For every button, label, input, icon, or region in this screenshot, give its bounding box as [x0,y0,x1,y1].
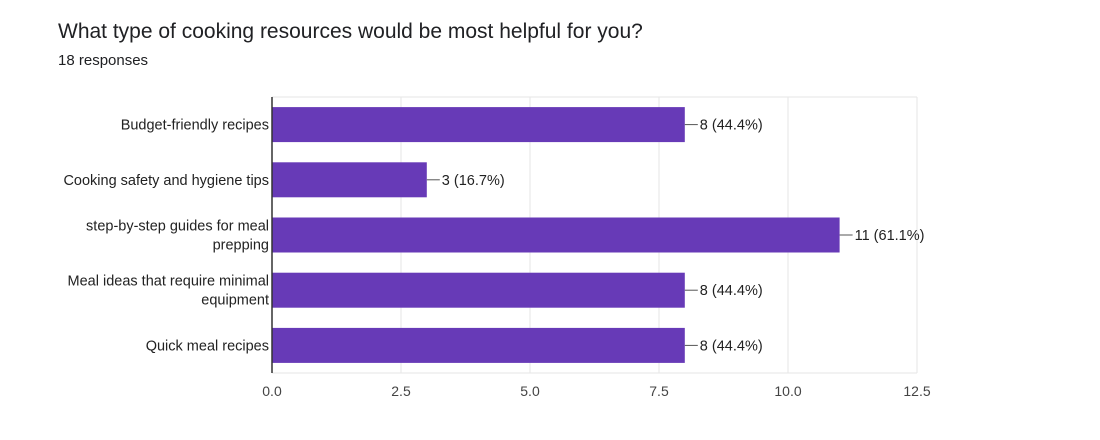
bar [272,327,685,363]
data-label: 11 (61.1%) [855,228,925,244]
x-tick-label: 2.5 [391,383,411,399]
question-title: What type of cooking resources would be … [58,20,643,43]
labels: 0.0 2.5 5.0 7.5 10.0 12.5 8 (44.4%) Budget-frie… [63,118,930,399]
x-tick-label: 10.0 [774,383,801,399]
data-label: 8 (44.4%) [700,338,763,354]
data-label: 8 (44.4%) [700,283,763,299]
x-tick-label: 0.0 [262,383,282,399]
bar [272,162,427,198]
response-count: 18 responses [58,52,149,69]
bar [272,217,840,253]
category-label: Quick meal recipes [146,338,269,354]
x-tick-label: 7.5 [649,383,669,399]
category-label: equipment [201,293,269,309]
data-label: 8 (44.4%) [700,118,763,134]
category-label: Meal ideas that require minimal [68,274,269,290]
data-label: 3 (16.7%) [442,173,505,189]
bar [272,107,685,143]
grid-lines [272,96,918,374]
category-label: step-by-step guides for meal [86,219,269,235]
category-label: prepping [213,238,269,254]
category-label: Budget-friendly recipes [121,118,269,134]
category-label: Cooking safety and hygiene tips [63,173,269,189]
x-tick-label: 12.5 [903,383,930,399]
x-tick-label: 5.0 [520,383,540,399]
bar [272,272,685,308]
bars [272,107,840,363]
